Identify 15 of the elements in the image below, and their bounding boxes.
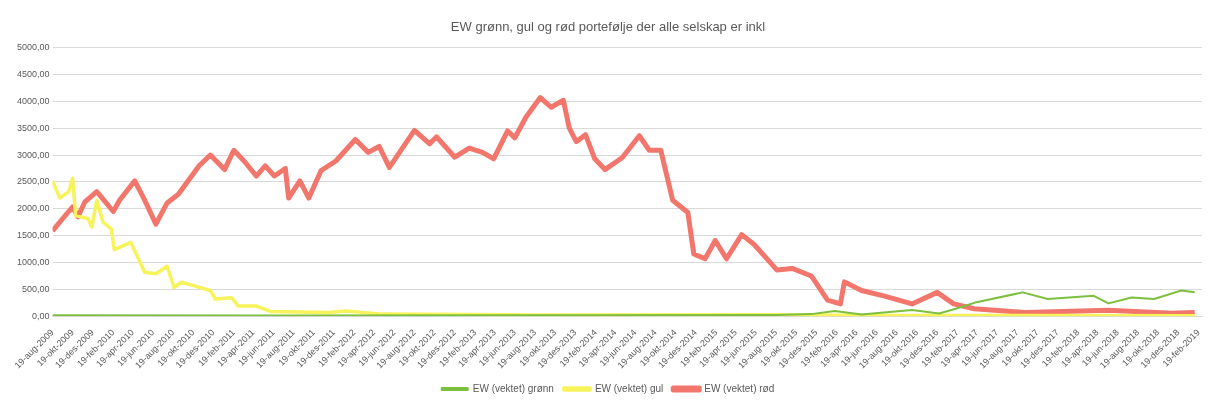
chart-title: EW grønn, gul og rød portefølje der alle selskap er inkl bbox=[450, 19, 766, 35]
y-tick-label: 2500,00 bbox=[16, 176, 50, 187]
y-tick-label: 4500,00 bbox=[16, 68, 50, 79]
legend-label: EW (vektet) rød bbox=[704, 382, 775, 394]
y-tick-label: 0,00 bbox=[32, 310, 50, 321]
y-tick-label: 5000,00 bbox=[16, 42, 50, 53]
y-tick-label: 3000,00 bbox=[16, 149, 50, 160]
y-tick-label: 3500,00 bbox=[16, 122, 50, 133]
legend-label: EW (vektet) grønn bbox=[472, 382, 554, 394]
y-tick-label: 1500,00 bbox=[16, 230, 50, 241]
y-tick-label: 4000,00 bbox=[16, 95, 50, 106]
y-tick-label: 500,00 bbox=[22, 283, 50, 294]
y-tick-label: 2000,00 bbox=[16, 203, 50, 214]
legend-label: EW (vektet) gul bbox=[594, 382, 664, 394]
y-tick-label: 1000,00 bbox=[16, 257, 50, 268]
